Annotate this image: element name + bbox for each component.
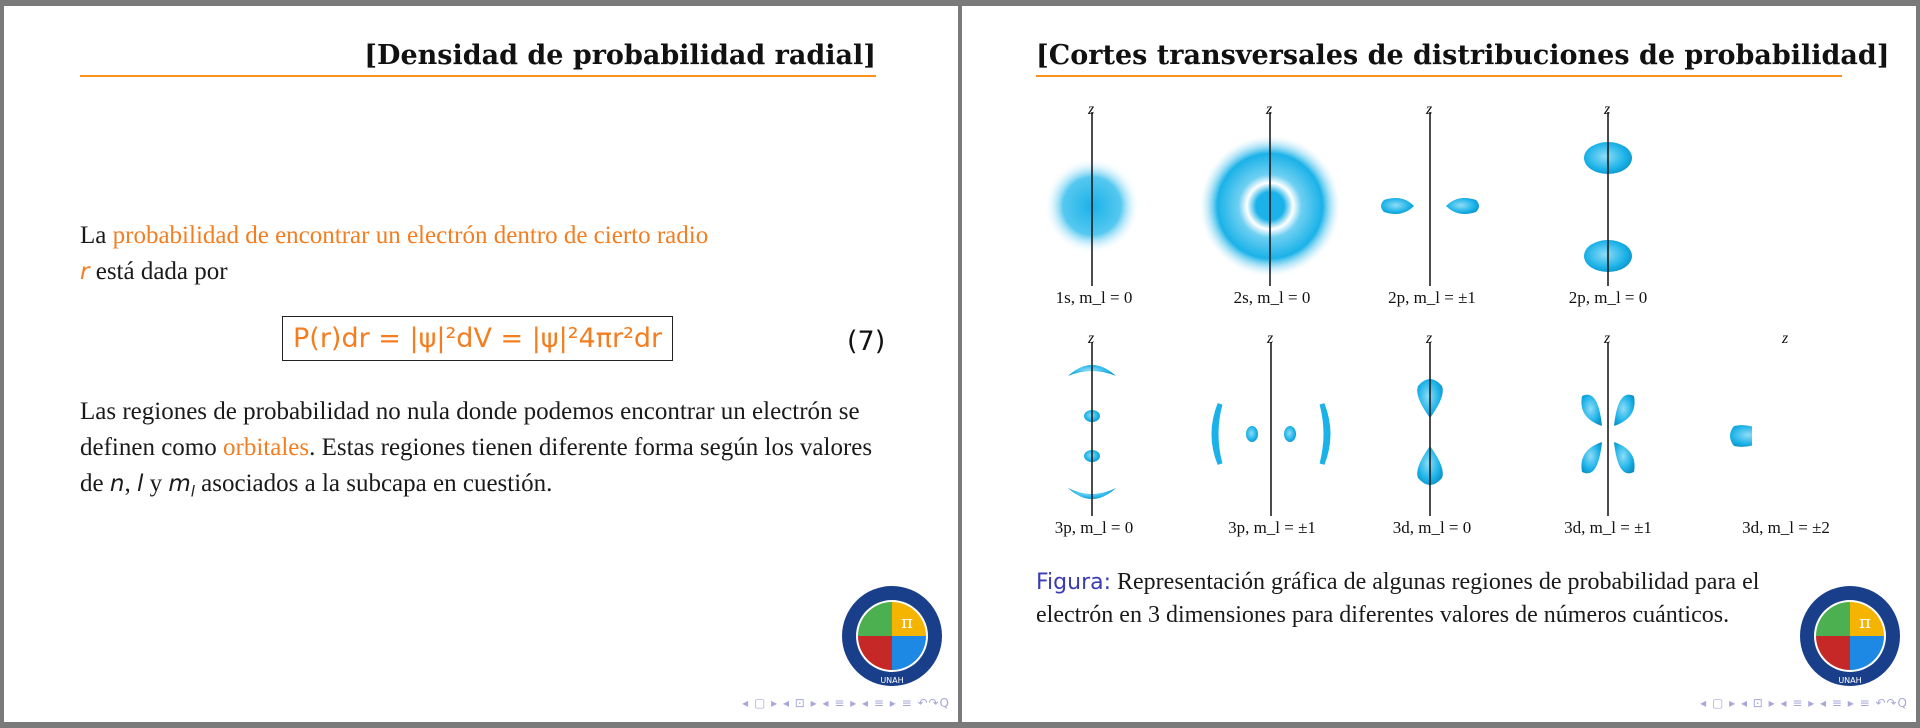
orbital-label: 2p, m_l = 0	[1568, 288, 1648, 307]
paragraph-probability: La probabilidad de encontrar un electrón…	[80, 218, 880, 290]
slide-left: [Densidad de probabilidad radial] La pro…	[4, 6, 958, 722]
orbital-label: 3p, m_l = ±1	[1228, 518, 1316, 537]
var-l: l	[136, 471, 144, 497]
orbital-label: 1s, m_l = 0	[1055, 288, 1133, 307]
svg-text:π: π	[901, 612, 913, 633]
orbital-2p-0	[1584, 112, 1632, 286]
equation-number: (7)	[847, 326, 886, 357]
orbital-3p-pm1	[1211, 342, 1331, 516]
equation-box: P(r)dr = |ψ|²dV = |ψ|²4πr²dr	[282, 316, 674, 361]
var-r: r	[80, 259, 90, 285]
paragraph-lead: La	[80, 222, 113, 249]
z-axis-label: z	[1782, 330, 1789, 347]
svg-text:π: π	[1859, 612, 1871, 633]
orbital-label: 3d, m_l = 0	[1392, 518, 1472, 537]
z-axis-label: z	[1426, 330, 1433, 347]
z-axis-label: z	[1266, 101, 1273, 118]
z-axis-label: z	[1604, 101, 1611, 118]
caption-label: Figura:	[1036, 570, 1112, 595]
paragraph-tail: está dada por	[89, 258, 228, 285]
orbital-label: 2p, m_l = ±1	[1388, 288, 1476, 307]
figure-caption: Figura: Representación gráfica de alguna…	[1036, 566, 1826, 631]
orbital-label: 2s, m_l = 0	[1233, 288, 1311, 307]
slide-title: [Cortes transversales de distribuciones …	[1036, 40, 1890, 71]
var-ml-base: m	[168, 471, 191, 497]
orbital-label: 3p, m_l = 0	[1054, 518, 1134, 537]
beamer-nav[interactable]: ◂ ▢ ▸ ◂ ⊡ ▸ ◂ ≡ ▸ ◂ ≡ ▸ ≡ ↶↷Q	[1700, 696, 1908, 710]
title-underline	[80, 75, 876, 77]
var-ml: ml	[168, 471, 195, 501]
z-axis-label: z	[1426, 101, 1433, 118]
var-ml-sub: l	[190, 482, 195, 501]
text-part3: asociados a la subcapa en cuestión.	[194, 470, 553, 497]
orbital-3d-pm1	[1581, 342, 1635, 516]
var-n: n	[109, 471, 125, 497]
orbital-2s	[1200, 112, 1340, 286]
orbital-label: 3d, m_l = ±2	[1742, 518, 1830, 537]
orbital-3d-0	[1417, 342, 1443, 516]
sep2: y	[143, 470, 169, 497]
z-axis-label: z	[1267, 330, 1274, 347]
caption-text: Representación gráfica de algunas region…	[1036, 569, 1760, 628]
beamer-nav[interactable]: ◂ ▢ ▸ ◂ ⊡ ▸ ◂ ≡ ▸ ◂ ≡ ▸ ≡ ↶↷Q	[742, 696, 950, 710]
orbital-2p-pm1	[1381, 112, 1479, 286]
orbital-figure	[1044, 112, 1752, 516]
z-axis-label: z	[1088, 330, 1095, 347]
text-part1: Las regiones de probabilidad no nula don…	[80, 398, 860, 461]
paragraph-orbitals: Las regiones de probabilidad no nula don…	[80, 394, 890, 510]
highlight-probability: probabilidad de encontrar un electrón de…	[112, 222, 709, 249]
unah-logo: π UNAH	[1800, 586, 1900, 686]
text-part2: . Estas regiones tienen diferente forma …	[80, 434, 873, 497]
orbital-1s	[1044, 112, 1140, 286]
orbital-label: 3d, m_l = ±1	[1564, 518, 1652, 537]
logo-text: UNAH	[1838, 676, 1861, 685]
slide-right: [Cortes transversales de distribuciones …	[962, 6, 1916, 722]
sep1: ,	[124, 470, 137, 497]
orbital-3d-pm2	[1730, 425, 1752, 447]
orbital-3p-0	[1068, 342, 1116, 516]
slide-title: [Densidad de probabilidad radial]	[364, 40, 876, 71]
unah-logo: π UNAH	[842, 586, 942, 686]
z-axis-label: z	[1088, 101, 1095, 118]
z-axis-label: z	[1604, 330, 1611, 347]
title-underline	[1036, 75, 1842, 77]
highlight-orbitales: orbitales	[223, 434, 310, 461]
logo-text: UNAH	[880, 676, 903, 685]
